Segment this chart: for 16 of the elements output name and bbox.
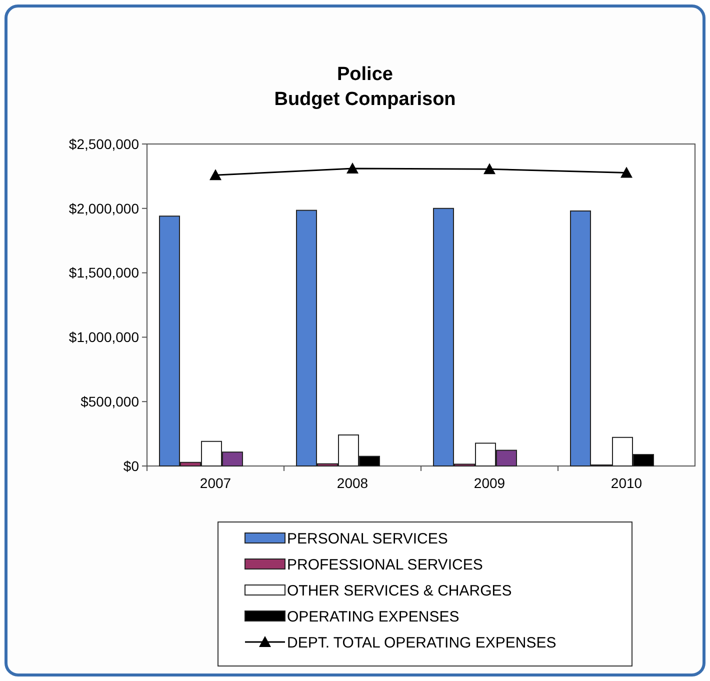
x-tick-label: 2009 — [474, 475, 506, 491]
x-tick-label: 2007 — [200, 475, 232, 491]
x-tick-label: 2010 — [610, 475, 642, 491]
y-tick-label: $2,000,000 — [68, 200, 140, 216]
legend-label: OPERATING EXPENSES — [287, 608, 460, 626]
y-tick-label: $2,500,000 — [68, 136, 140, 152]
legend-label: PROFESSIONAL SERVICES — [287, 556, 483, 574]
chart-title: Police Budget Comparison — [274, 64, 456, 110]
y-tick-label: $1,500,000 — [68, 264, 140, 281]
legend-label: OTHER SERVICES & CHARGES — [287, 582, 512, 600]
legend-label: PERSONAL SERVICES — [287, 530, 448, 548]
legend-label: DEPT. TOTAL OPERATING EXPENSES — [287, 634, 556, 652]
y-tick-label: $500,000 — [80, 394, 140, 410]
x-tick-label: 2008 — [336, 475, 368, 491]
y-tick-label: $1,000,000 — [68, 329, 140, 346]
y-tick-label: $0 — [123, 458, 140, 474]
